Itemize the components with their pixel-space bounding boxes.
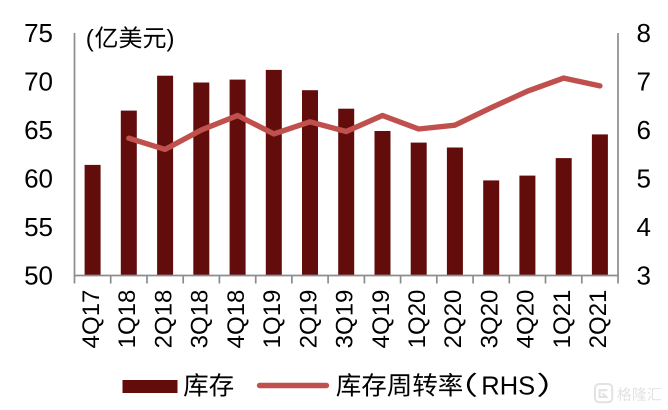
svg-text:4Q20: 4Q20 xyxy=(513,290,540,349)
svg-text:5: 5 xyxy=(637,164,651,194)
svg-text:75: 75 xyxy=(24,18,53,48)
svg-text:2Q18: 2Q18 xyxy=(150,290,177,349)
svg-text:1Q18: 1Q18 xyxy=(114,290,141,349)
svg-text:3Q18: 3Q18 xyxy=(187,290,214,349)
svg-text:): ) xyxy=(167,26,175,53)
svg-text:4: 4 xyxy=(637,212,651,242)
svg-text:4Q19: 4Q19 xyxy=(368,290,395,349)
svg-text:1Q21: 1Q21 xyxy=(549,290,576,349)
svg-text:RHS: RHS xyxy=(481,373,535,401)
svg-text:2Q19: 2Q19 xyxy=(295,290,322,349)
svg-text:2Q20: 2Q20 xyxy=(440,290,467,349)
svg-text:7: 7 xyxy=(637,67,651,97)
svg-text:3Q19: 3Q19 xyxy=(332,290,359,349)
svg-text:(: ( xyxy=(86,26,94,53)
svg-text:1Q19: 1Q19 xyxy=(259,290,286,349)
svg-text:70: 70 xyxy=(24,67,53,97)
svg-text:60: 60 xyxy=(24,164,53,194)
svg-text:6: 6 xyxy=(637,115,651,145)
svg-text:4Q18: 4Q18 xyxy=(223,290,250,349)
svg-text:3: 3 xyxy=(637,261,651,291)
svg-text:3Q20: 3Q20 xyxy=(477,290,504,349)
svg-text:50: 50 xyxy=(24,261,53,291)
svg-text:2Q21: 2Q21 xyxy=(585,290,612,349)
svg-text:1Q20: 1Q20 xyxy=(404,290,431,349)
svg-text:4Q17: 4Q17 xyxy=(78,290,105,349)
svg-text:65: 65 xyxy=(24,115,53,145)
svg-text:8: 8 xyxy=(637,18,651,48)
svg-text:55: 55 xyxy=(24,212,53,242)
